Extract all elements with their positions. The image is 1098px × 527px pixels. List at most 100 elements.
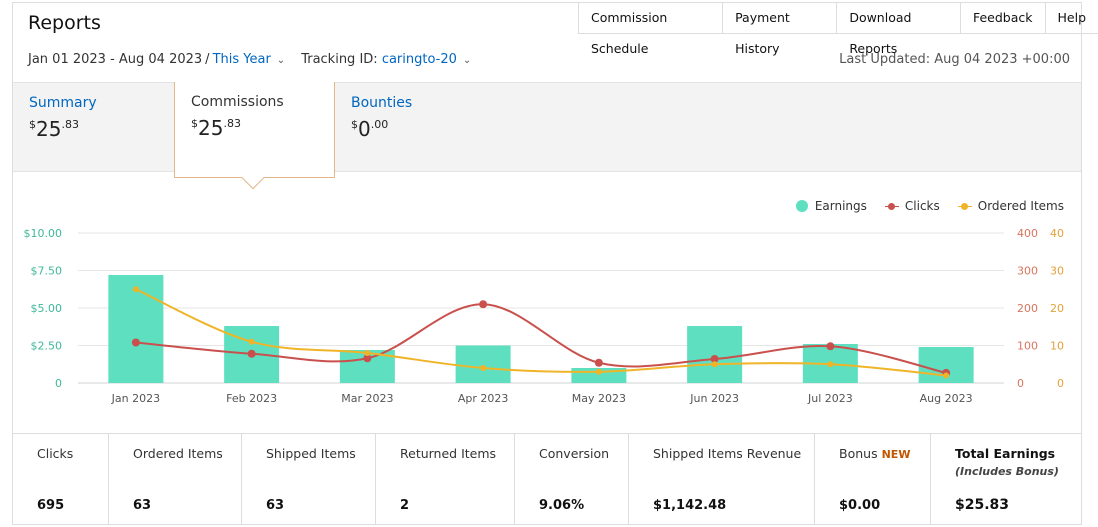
- x-tick-label: Jun 2023: [689, 392, 739, 405]
- stat-clicks: Clicks 695: [13, 434, 109, 525]
- tracking-id-value: caringto-20: [381, 52, 457, 67]
- x-tick-label: Apr 2023: [458, 392, 509, 405]
- tab-label: Bounties: [351, 95, 413, 111]
- chart-legend: Earnings Clicks Ordered Items: [778, 199, 1064, 213]
- y-right-items-tick-label: 0: [1057, 377, 1064, 390]
- legend-clicks[interactable]: Clicks: [884, 199, 940, 213]
- stat-value: 9.06%: [539, 498, 585, 513]
- legend-label: Ordered Items: [977, 199, 1064, 213]
- x-tick-label: Jul 2023: [807, 392, 853, 405]
- new-badge: NEW: [881, 448, 911, 461]
- y-right-clicks-tick-label: 0: [1017, 377, 1024, 390]
- legend-ordered-items[interactable]: Ordered Items: [957, 199, 1064, 213]
- last-updated: Last Updated: Aug 04 2023 +00:00: [839, 52, 1070, 67]
- stats-bar: Clicks 695 Ordered Items 63 Shipped Item…: [13, 433, 1081, 525]
- period-dropdown[interactable]: This Year ⌄: [213, 52, 286, 67]
- ordered-items-point: [711, 361, 718, 368]
- help-link[interactable]: Help: [1057, 10, 1087, 25]
- ordered-items-line: [135, 288, 947, 377]
- stat-sublabel: (Includes Bonus): [955, 465, 1059, 478]
- currency-symbol: $: [351, 118, 358, 131]
- amount-whole: 0: [358, 117, 371, 141]
- date-range: Jan 01 2023 - Aug 04 2023: [28, 52, 203, 67]
- x-tick-label: Mar 2023: [341, 392, 393, 405]
- ordered-items-swatch: [957, 200, 972, 212]
- stat-value: $0.00: [839, 498, 881, 513]
- clicks-point: [247, 349, 256, 358]
- y-left-tick-label: $10.00: [24, 227, 63, 240]
- stat-label: Shipped Items: [266, 446, 356, 461]
- ordered-items-point: [827, 361, 834, 368]
- stat-value: 63: [266, 498, 285, 513]
- ordered-items-point: [595, 368, 602, 375]
- tab-label: Commissions: [191, 94, 284, 110]
- x-tick-label: Aug 2023: [920, 392, 973, 405]
- summary-amount: $25.83: [29, 117, 157, 141]
- stat-label: Ordered Items: [133, 446, 223, 461]
- ordered-items-point: [480, 365, 487, 371]
- y-right-clicks-tick-label: 300: [1017, 265, 1038, 278]
- ordered-items-point: [943, 372, 950, 379]
- tab-bounties[interactable]: Bounties $0.00: [335, 83, 495, 173]
- y-right-items-tick-label: 20: [1050, 302, 1064, 315]
- stat-label: Conversion: [539, 446, 610, 461]
- stat-shipped-items-revenue: Shipped Items Revenue $1,142.48: [629, 434, 815, 525]
- stat-value: $1,142.48: [653, 498, 727, 513]
- page-title: Reports: [28, 12, 101, 34]
- tracking-id-dropdown[interactable]: caringto-20 ⌄: [382, 52, 471, 67]
- commissions-amount: $25.83: [191, 116, 318, 140]
- y-right-items-tick-label: 30: [1050, 265, 1064, 278]
- tracking-id-label: Tracking ID:: [301, 52, 378, 67]
- y-right-clicks-tick-label: 100: [1017, 340, 1038, 353]
- stat-shipped-items: Shipped Items 63: [242, 434, 376, 525]
- x-tick-label: Feb 2023: [226, 392, 277, 405]
- earnings-bar: [108, 275, 164, 383]
- stat-value: 63: [133, 498, 152, 513]
- stat-label: Returned Items: [400, 446, 497, 461]
- y-right-clicks-tick-label: 400: [1017, 227, 1038, 240]
- bounties-amount: $0.00: [351, 117, 479, 141]
- y-left-tick-label: 0: [55, 377, 62, 390]
- clicks-point: [826, 342, 835, 351]
- feedback-link[interactable]: Feedback: [961, 2, 1046, 33]
- amount-cents: .00: [370, 118, 389, 131]
- stat-bonus: Bonus NEW $0.00: [815, 434, 931, 525]
- stat-conversion: Conversion 9.06%: [515, 434, 629, 525]
- bonus-label: Bonus: [839, 446, 878, 461]
- date-separator: /: [205, 52, 210, 67]
- clicks-point: [363, 354, 372, 363]
- legend-earnings[interactable]: Earnings: [795, 199, 867, 213]
- tab-summary[interactable]: Summary $25.83: [13, 83, 173, 173]
- x-tick-label: Jan 2023: [111, 392, 160, 405]
- stat-total-earnings: Total Earnings (Includes Bonus) $25.83: [931, 434, 1081, 525]
- commission-schedule-link[interactable]: Commission Schedule: [579, 2, 724, 56]
- chevron-down-icon: ⌄: [462, 55, 472, 66]
- stat-value: 2: [400, 498, 410, 513]
- stat-label: Clicks: [37, 446, 74, 461]
- download-reports-link[interactable]: Download Reports: [837, 2, 961, 56]
- amount-cents: .83: [61, 118, 79, 131]
- earnings-bar: [455, 345, 511, 383]
- report-tabs: Summary $25.83 Commissions $25.83 Bounti…: [13, 82, 1081, 190]
- earnings-swatch: [795, 200, 808, 212]
- clicks-swatch: [884, 200, 899, 212]
- stat-value: $25.83: [955, 497, 1010, 513]
- clicks-point: [479, 300, 488, 309]
- legend-label: Clicks: [904, 199, 940, 213]
- y-right-items-tick-label: 40: [1050, 227, 1064, 240]
- clicks-point: [710, 355, 719, 363]
- y-right-items-tick-label: 10: [1050, 340, 1064, 353]
- clicks-point: [131, 338, 140, 347]
- period-label: This Year: [212, 52, 271, 67]
- tab-label: Summary: [29, 95, 97, 111]
- stat-label: Total Earnings: [955, 446, 1056, 461]
- y-right-clicks-tick-label: 200: [1017, 302, 1038, 315]
- report-nav: Commission Schedule Payment History Down…: [578, 2, 1098, 56]
- stat-label: Shipped Items Revenue: [653, 446, 802, 461]
- y-left-tick-label: $2.50: [31, 340, 63, 353]
- currency-symbol: $: [29, 118, 36, 131]
- amount-cents: .83: [223, 117, 241, 130]
- tab-commissions[interactable]: Commissions $25.83: [174, 82, 335, 190]
- x-tick-label: May 2023: [572, 392, 626, 405]
- payment-history-link[interactable]: Payment History: [723, 2, 838, 56]
